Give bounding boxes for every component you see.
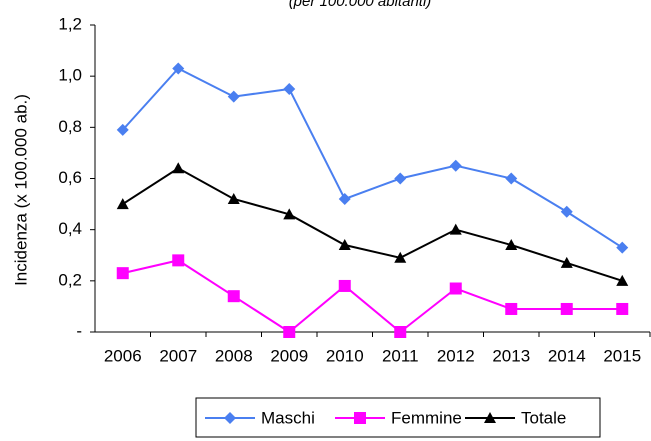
x-tick-label: 2014 [548, 346, 586, 365]
marker [560, 302, 573, 315]
marker [338, 192, 351, 205]
marker [116, 198, 129, 210]
y-tick-label: 0,4 [58, 219, 82, 238]
marker [227, 192, 240, 204]
y-axis-label: Incidenza (x 100.000 ab.) [11, 94, 30, 286]
x-tick-label: 2007 [159, 346, 197, 365]
legend-marker [484, 412, 496, 423]
y-tick-label: - [76, 321, 82, 340]
x-tick-label: 2006 [104, 346, 142, 365]
y-tick-label: 1,0 [58, 66, 82, 85]
marker [172, 62, 185, 75]
legend-label: Totale [521, 408, 566, 427]
y-tick-label: 1,2 [58, 14, 82, 33]
x-tick-label: 2010 [326, 346, 364, 365]
chart-subtitle: (per 100.000 abitanti) [289, 0, 432, 10]
x-tick-label: 2011 [382, 346, 419, 365]
marker [283, 82, 296, 95]
series-line [122, 167, 623, 282]
marker [227, 90, 240, 103]
x-tick-label: 2015 [603, 346, 641, 365]
marker [616, 241, 629, 254]
marker [560, 256, 573, 268]
series-line [122, 67, 623, 249]
marker [616, 274, 629, 286]
marker [283, 326, 296, 338]
marker [449, 282, 462, 295]
marker [505, 302, 518, 315]
marker [394, 326, 407, 338]
marker [505, 239, 518, 251]
marker [505, 172, 518, 185]
x-tick-label: 2012 [437, 346, 475, 365]
legend-label: Maschi [261, 408, 315, 427]
legend-marker [224, 412, 236, 424]
marker [449, 223, 462, 235]
marker [560, 205, 573, 218]
legend-box [195, 397, 601, 438]
marker [338, 239, 351, 251]
marker [227, 290, 240, 303]
x-tick-label: 2009 [270, 346, 308, 365]
x-tick-label: 2013 [492, 346, 530, 365]
series-line [122, 259, 623, 334]
y-tick-label: 0,8 [58, 117, 82, 136]
marker [116, 267, 129, 280]
marker [394, 172, 407, 185]
marker [338, 279, 351, 292]
legend-label: Femmine [391, 408, 462, 427]
marker [172, 162, 185, 174]
marker [283, 208, 296, 220]
marker [116, 123, 129, 136]
x-tick-label: 2008 [215, 346, 253, 365]
marker [449, 159, 462, 172]
marker [616, 302, 629, 315]
y-tick-label: 0,2 [58, 270, 82, 289]
legend-marker [354, 412, 366, 424]
marker [394, 251, 407, 263]
y-tick-label: 0,6 [58, 168, 82, 187]
marker [172, 254, 185, 267]
